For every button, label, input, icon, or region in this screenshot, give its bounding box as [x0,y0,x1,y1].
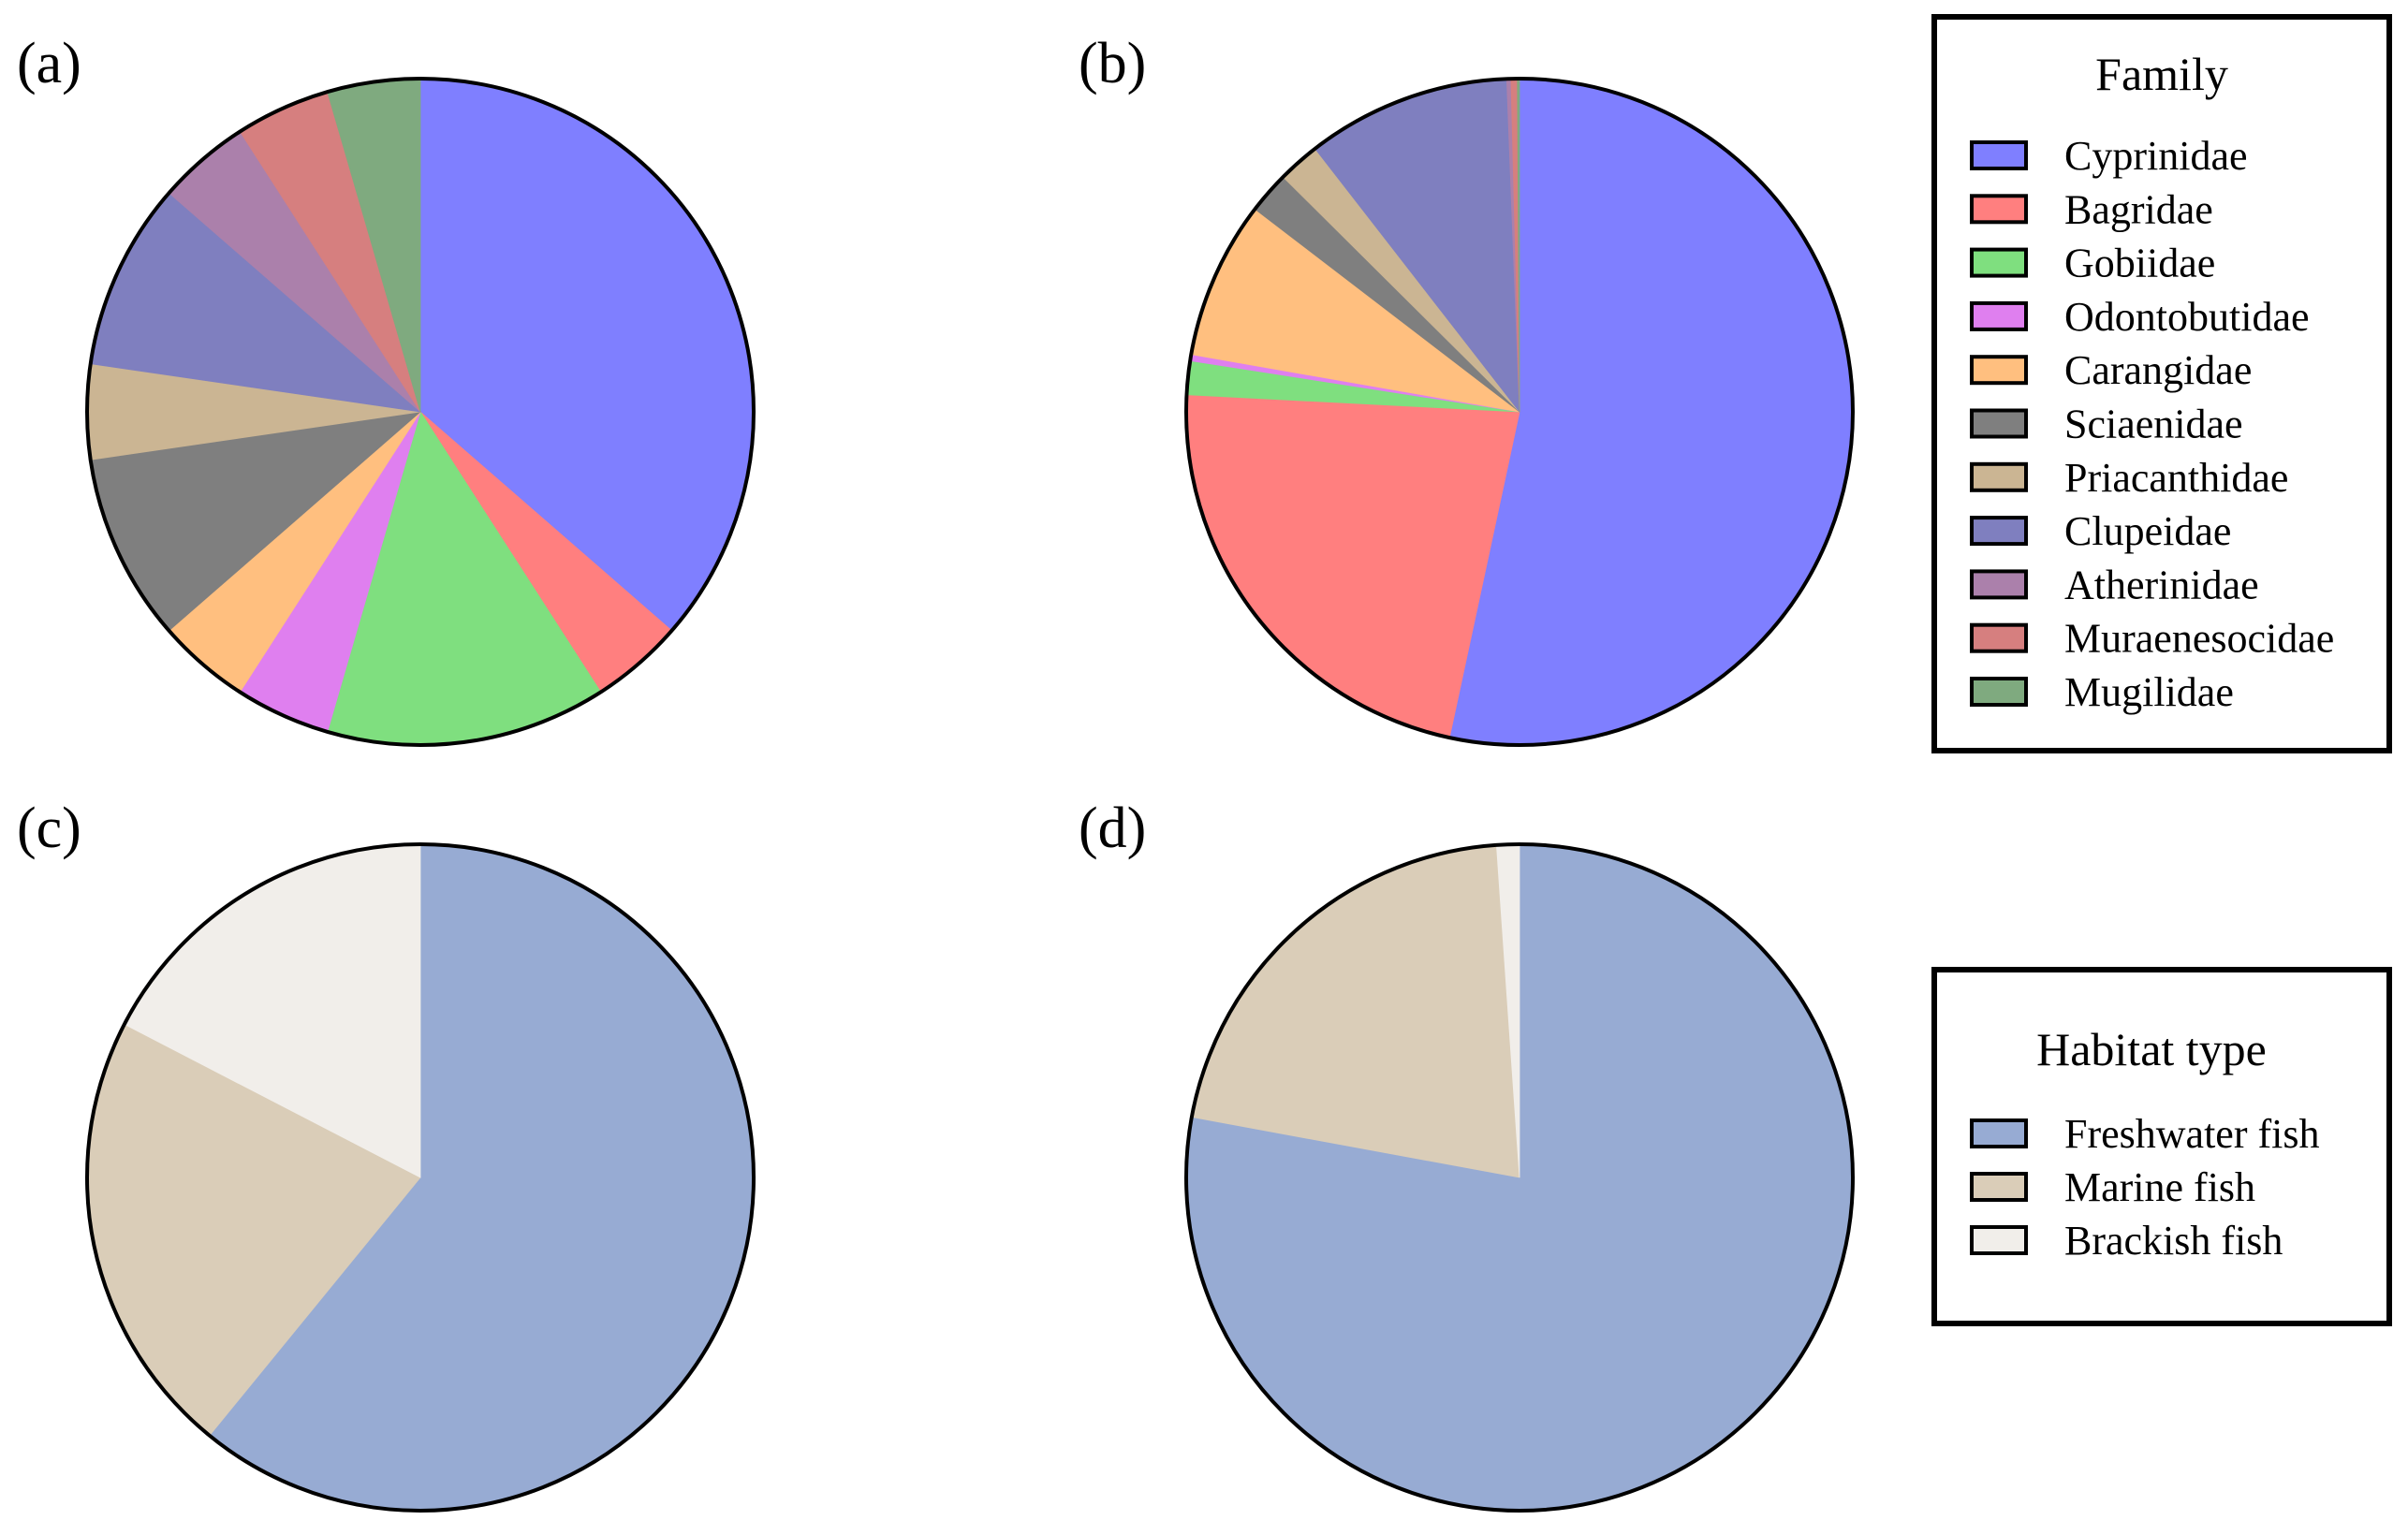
pie-outline [85,77,756,747]
legend-label-atherinidae: Atherinidae [2064,562,2259,607]
legend-habitat-title: Habitat type [2036,1023,2267,1075]
legend-swatch-freshwater-fish [1970,1118,2028,1148]
legend-family: Family Cyprinidae Bagridae Gobiidae Odontob… [1931,14,2392,753]
pie-chart-d [1184,842,1855,1513]
legend-label-muraenesocidae: Muraenesocidae [2064,616,2334,662]
pie-outline [85,842,756,1513]
legend-label-odontobutidae: Odontobutidae [2064,294,2310,340]
legend-swatch-cyprinidae [1970,140,2028,170]
legend-label-cyprinidae: Cyprinidae [2064,133,2248,179]
legend-label-mugilidae: Mugilidae [2064,669,2234,715]
panel-label-b: (b) [1079,32,1146,95]
legend-label-carangidae: Carangidae [2064,347,2252,393]
legend-habitat: Habitat type Freshwater fish Marine fish B… [1931,967,2392,1326]
legend-label-sciaenidae: Sciaenidae [2064,402,2243,447]
legend-swatch-muraenesocidae [1970,622,2028,653]
legend-swatch-atherinidae [1970,569,2028,600]
legend-label-clupeidae: Clupeidae [2064,508,2231,554]
legend-swatch-priacanthidae [1970,461,2028,492]
panel-label-a: (a) [17,32,81,95]
legend-swatch-mugilidae [1970,677,2028,707]
pie-outline [1184,842,1855,1513]
legend-label-marine-fish: Marine fish [2064,1164,2255,1210]
panel-label-c: (c) [17,797,81,860]
legend-swatch-brackish-fish [1970,1225,2028,1255]
legend-swatch-marine-fish [1970,1172,2028,1202]
legend-swatch-bagridae [1970,194,2028,225]
panel-label-d: (d) [1079,797,1146,860]
legend-swatch-gobiidae [1970,247,2028,278]
legend-label-brackish-fish: Brackish fish [2064,1218,2283,1264]
pie-chart-a [85,77,756,747]
legend-family-title: Family [2095,48,2228,100]
legend-swatch-clupeidae [1970,516,2028,547]
pie-chart-b [1184,77,1855,747]
legend-swatch-carangidae [1970,355,2028,386]
pie-outline [1184,77,1855,747]
legend-swatch-odontobutidae [1970,300,2028,331]
legend-label-priacanthidae: Priacanthidae [2064,455,2288,501]
legend-label-freshwater-fish: Freshwater fish [2064,1111,2320,1157]
legend-label-gobiidae: Gobiidae [2064,241,2215,286]
legend-swatch-sciaenidae [1970,408,2028,439]
legend-label-bagridae: Bagridae [2064,186,2213,232]
pie-chart-c [85,842,756,1513]
